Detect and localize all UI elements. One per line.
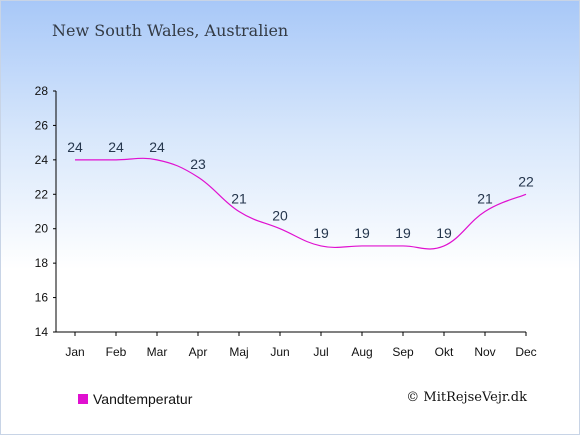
data-label: 21 (477, 191, 493, 207)
data-label: 21 (231, 191, 247, 207)
y-tick-label: 14 (35, 325, 49, 339)
data-label: 23 (190, 156, 206, 172)
credit-text: © MitRejseVejr.dk (406, 390, 527, 405)
x-tick-label: Jul (313, 345, 328, 359)
chart-title: New South Wales, Australien (52, 21, 289, 40)
series-line-vandtemperatur (75, 157, 527, 250)
legend-swatch (78, 394, 88, 404)
data-label: 24 (149, 139, 165, 155)
x-tick-label: Maj (229, 345, 248, 359)
data-label: 24 (108, 139, 124, 155)
y-tick-label: 20 (35, 222, 49, 236)
data-label: 19 (313, 225, 329, 241)
x-tick-label: Mar (147, 345, 168, 359)
x-tick-label: Jan (65, 345, 84, 359)
x-tick-label: Nov (474, 345, 495, 359)
data-label: 19 (395, 225, 411, 241)
data-label: 24 (67, 139, 83, 155)
x-tick-label: Dec (515, 345, 536, 359)
y-tick-label: 28 (35, 84, 49, 98)
y-tick-label: 16 (35, 291, 49, 305)
y-tick-label: 26 (35, 118, 49, 132)
legend: Vandtemperatur (78, 391, 192, 407)
y-tick-label: 24 (35, 153, 49, 167)
data-label: 19 (354, 225, 370, 241)
y-tick-label: 22 (35, 187, 49, 201)
legend-label: Vandtemperatur (93, 391, 193, 407)
x-tick-label: Feb (106, 345, 127, 359)
x-tick-label: Aug (351, 345, 372, 359)
x-tick-label: Sep (392, 345, 414, 359)
data-label: 19 (436, 225, 452, 241)
x-tick-label: Okt (435, 345, 454, 359)
y-tick-label: 18 (35, 256, 49, 270)
data-label: 20 (272, 208, 288, 224)
x-tick-label: Apr (189, 345, 208, 359)
x-tick-label: Jun (270, 345, 289, 359)
data-label: 22 (518, 173, 534, 189)
